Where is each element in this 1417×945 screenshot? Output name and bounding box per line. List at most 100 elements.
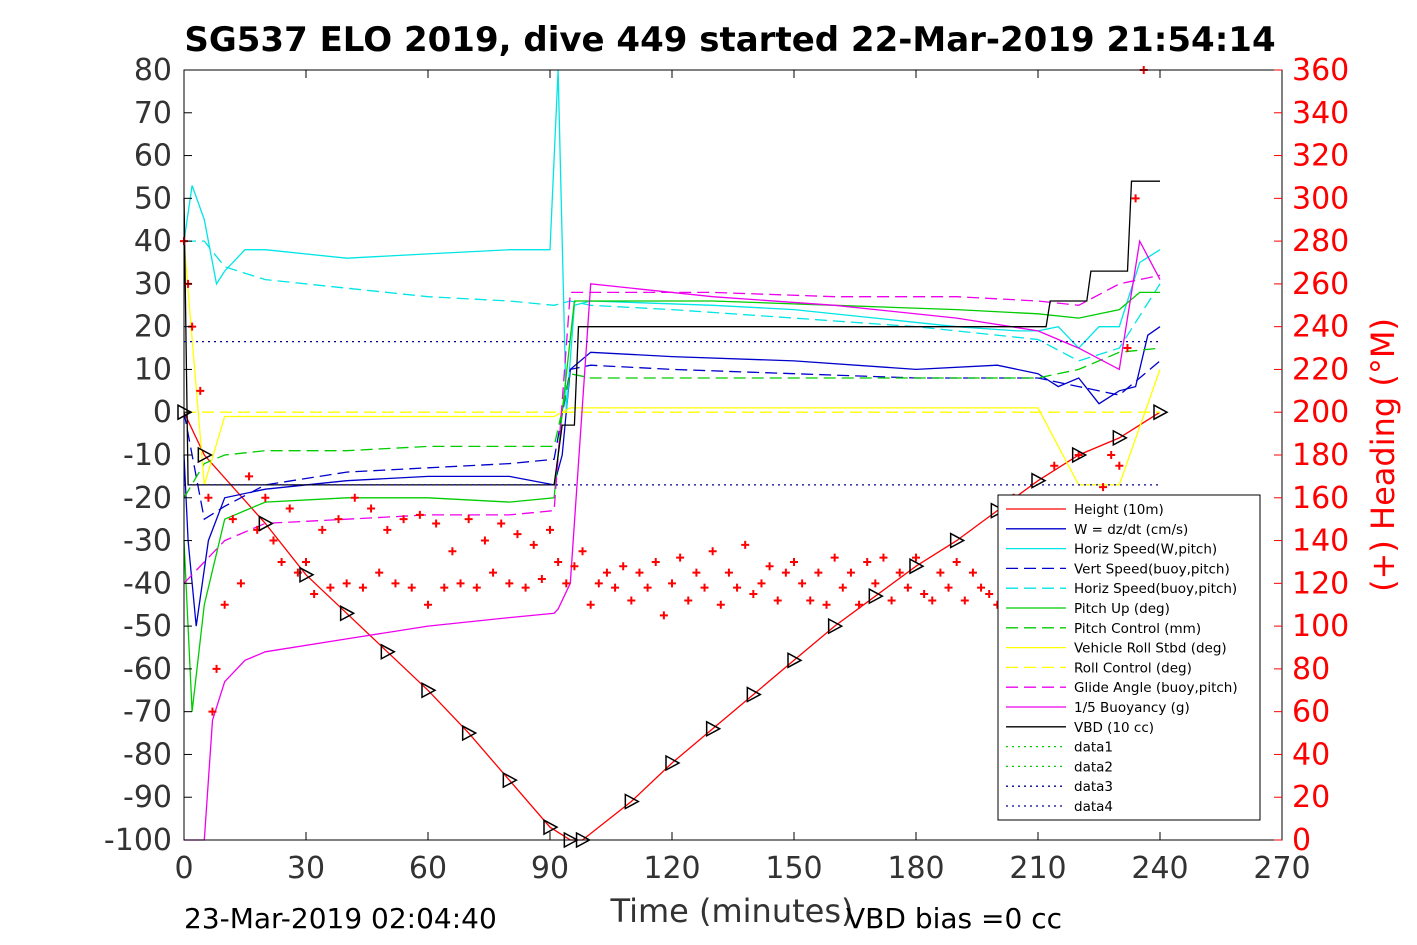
heading-point xyxy=(342,579,351,588)
heading-point xyxy=(562,579,571,588)
y2-tick-label: 40 xyxy=(1292,737,1330,772)
y-tick-label: -70 xyxy=(123,695,172,730)
heading-point xyxy=(1074,451,1083,459)
heading-point xyxy=(269,536,278,545)
legend-label: Horiz Speed(buoy,pitch) xyxy=(1074,581,1237,597)
chart-title: SG537 ELO 2019, dive 449 started 22-Mar-… xyxy=(184,20,1275,60)
heading-point xyxy=(578,547,587,556)
depth-marker xyxy=(827,617,844,635)
y-tick-label: -30 xyxy=(123,524,172,559)
heading-point xyxy=(236,579,245,588)
legend: Height (10m) W = dz/dt (cm/s) Horiz Speed(… xyxy=(997,494,1261,821)
y-axis-left: 80 70 60 50 40 30 20 10 0 -10 -20 -30 -40 -50 -60 -70 -8… xyxy=(104,53,192,858)
heading-point xyxy=(700,583,709,592)
heading-point xyxy=(554,557,563,566)
heading-point xyxy=(375,568,384,577)
heading-point xyxy=(611,583,620,592)
heading-point xyxy=(1107,451,1116,459)
depth-marker xyxy=(258,515,274,532)
heading-point xyxy=(1050,461,1059,470)
depth-marker xyxy=(705,720,722,738)
depth-marker xyxy=(1031,472,1047,489)
y2-tick-label: 140 xyxy=(1292,524,1349,559)
legend-label: Height (10m) xyxy=(1074,502,1164,518)
legend-label: Horiz Speed(W,pitch) xyxy=(1074,542,1217,558)
y-tick-label: -40 xyxy=(123,566,172,601)
legend-label: data4 xyxy=(1074,799,1113,815)
depth-marker xyxy=(665,754,681,772)
x-tick-label: 90 xyxy=(531,851,569,886)
legend-label: Glide Angle (buoy,pitch) xyxy=(1074,680,1238,696)
heading-point xyxy=(546,525,554,534)
heading-point xyxy=(456,579,465,588)
heading-point xyxy=(228,515,237,524)
heading-point xyxy=(424,600,432,609)
depth-marker xyxy=(543,818,559,836)
heading-point xyxy=(944,583,953,592)
heading-point xyxy=(627,596,636,605)
depth-marker xyxy=(949,532,966,549)
legend-items: Height (10m) W = dz/dt (cm/s) Horiz Speed(… xyxy=(1006,502,1238,815)
heading-point xyxy=(936,568,945,577)
heading-point xyxy=(277,557,286,566)
heading-point xyxy=(668,579,676,588)
y2-tick-label: 220 xyxy=(1292,352,1349,387)
y-tick-label: -60 xyxy=(123,652,172,687)
heading-point xyxy=(928,596,937,605)
heading-point xyxy=(952,557,961,566)
legend-label: data3 xyxy=(1074,779,1113,795)
heading-point xyxy=(692,568,701,577)
legend-label: data1 xyxy=(1074,740,1113,756)
y-tick-label: -100 xyxy=(104,823,172,858)
depth-marker xyxy=(299,566,315,584)
heading-point xyxy=(830,553,839,562)
depth-marker xyxy=(502,771,518,789)
heading-point xyxy=(716,600,725,609)
legend-label: 1/5 Buoyancy (g) xyxy=(1074,700,1190,716)
y-tick-label: -10 xyxy=(123,438,172,473)
depth-marker xyxy=(624,793,640,810)
y2-tick-label: 300 xyxy=(1292,181,1349,216)
heading-point xyxy=(196,386,205,395)
y2-tick-label: 160 xyxy=(1292,481,1349,516)
y2-tick-label: 20 xyxy=(1292,780,1330,815)
heading-point xyxy=(440,583,449,592)
heading-point xyxy=(985,590,994,599)
heading-point xyxy=(367,504,376,513)
legend-label: Vert Speed(buoy,pitch) xyxy=(1074,561,1230,577)
x-tick-label: 180 xyxy=(887,851,944,886)
heading-point xyxy=(415,510,424,519)
depth-marker xyxy=(1112,429,1128,447)
heading-point xyxy=(594,579,603,588)
legend-label: Pitch Control (mm) xyxy=(1074,621,1201,637)
heading-point xyxy=(1115,461,1124,470)
y2-tick-label: 120 xyxy=(1292,566,1349,601)
y2-tick-label: 360 xyxy=(1292,53,1349,88)
series-line-height-10m xyxy=(183,411,1161,841)
heading-point xyxy=(903,583,912,592)
heading-point xyxy=(895,568,904,577)
heading-point xyxy=(765,562,774,571)
y-tick-label: 20 xyxy=(134,310,172,345)
heading-point xyxy=(960,596,969,605)
heading-point xyxy=(464,515,473,524)
heading-point xyxy=(602,568,611,577)
depth-marker xyxy=(909,557,925,575)
heading-point xyxy=(245,472,254,481)
x-tick-label: 60 xyxy=(409,851,447,886)
depth-marker xyxy=(868,587,884,605)
heading-point xyxy=(472,583,481,592)
heading-point xyxy=(310,590,319,599)
x-tick-label: 270 xyxy=(1253,851,1310,886)
y-axis-right: 3603403203002802602402202001801601401201… xyxy=(1274,53,1349,858)
heading-point xyxy=(358,583,367,592)
x-tick-label: 150 xyxy=(765,851,822,886)
heading-point xyxy=(399,515,408,524)
heading-point xyxy=(781,568,790,577)
heading-point xyxy=(879,553,888,562)
heading-point xyxy=(302,557,310,566)
y2-tick-label: 180 xyxy=(1292,438,1349,473)
y2-tick-label: 0 xyxy=(1292,823,1311,858)
heading-point xyxy=(285,504,294,513)
